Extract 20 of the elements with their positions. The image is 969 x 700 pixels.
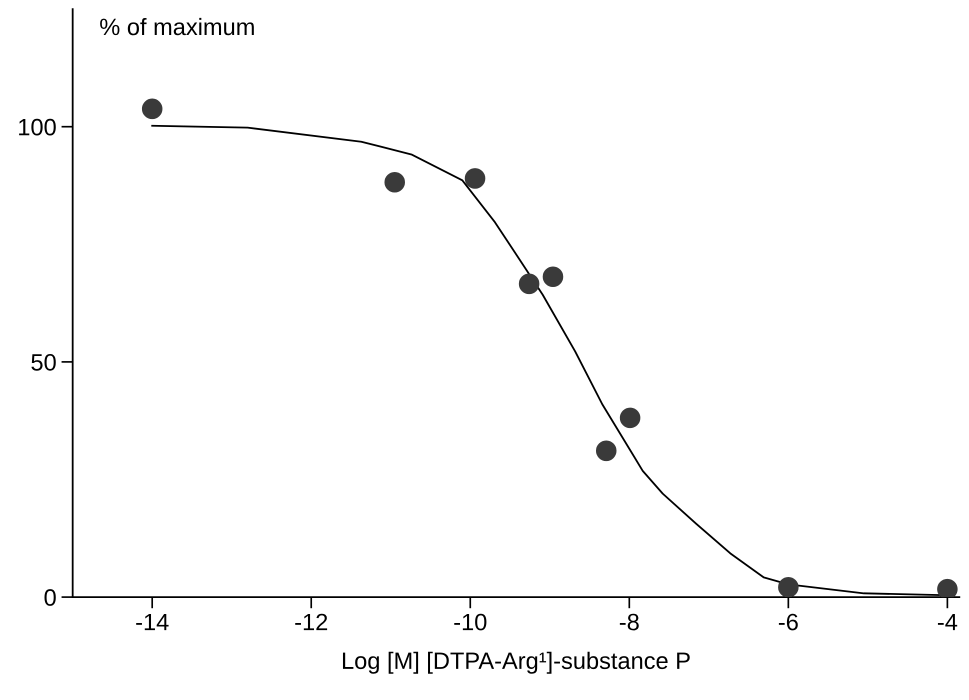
x-tick-label: -12 <box>295 614 328 630</box>
point <box>542 266 564 288</box>
point <box>778 576 799 598</box>
x-tick-label: -10 <box>454 614 486 630</box>
y-axis-title: % of maximum <box>100 18 254 36</box>
point <box>937 578 958 598</box>
x-axis-title: Log [M] [DTPA-Arg¹]-substance P <box>342 652 690 674</box>
point <box>620 408 640 428</box>
point <box>142 98 162 120</box>
point <box>464 168 486 189</box>
y-tick-label: 0 <box>44 589 56 606</box>
y-tick-label: 100 <box>19 118 56 136</box>
x-tick-label: -14 <box>136 614 169 630</box>
x-tick-label: -4 <box>938 614 958 630</box>
y-tick-label: 50 <box>31 354 56 371</box>
point <box>384 172 405 192</box>
point <box>518 274 540 294</box>
x-tick-label: -8 <box>620 614 639 630</box>
point <box>596 440 617 462</box>
x-tick-label: -6 <box>778 614 798 630</box>
